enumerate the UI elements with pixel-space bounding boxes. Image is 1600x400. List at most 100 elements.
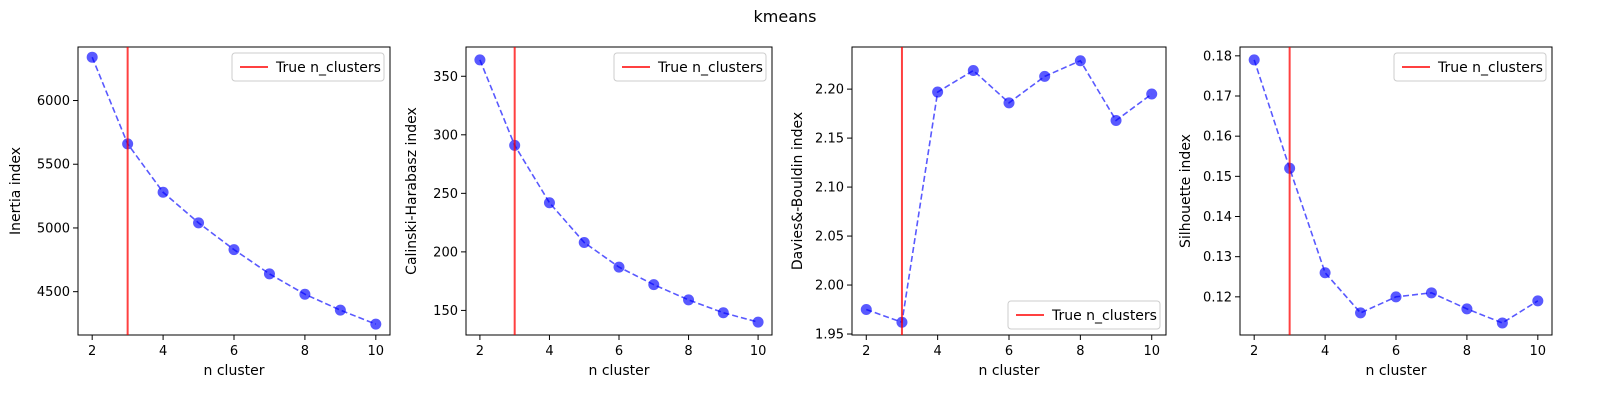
data-point bbox=[86, 51, 98, 63]
y-tick-label: 2.10 bbox=[815, 181, 844, 196]
x-tick-label: 2 bbox=[476, 344, 484, 359]
x-axis-label: n cluster bbox=[589, 363, 650, 379]
data-point bbox=[1461, 303, 1473, 315]
data-point bbox=[1146, 88, 1158, 100]
data-point bbox=[613, 261, 625, 273]
y-tick-label: 0.13 bbox=[1203, 250, 1232, 265]
legend: True n_clusters bbox=[1007, 300, 1161, 330]
y-tick-label: 2.00 bbox=[815, 279, 844, 294]
x-tick-label: 4 bbox=[1321, 344, 1329, 359]
x-axis-label: n cluster bbox=[204, 363, 265, 379]
y-tick-label: 2.05 bbox=[815, 230, 844, 245]
data-point bbox=[717, 307, 729, 319]
x-tick-label: 2 bbox=[862, 344, 870, 359]
data-point bbox=[1003, 97, 1015, 109]
x-tick-label: 4 bbox=[159, 344, 167, 359]
y-axis-label: Silhouette index bbox=[1178, 134, 1194, 248]
y-tick-label: 0.12 bbox=[1203, 290, 1232, 305]
data-point bbox=[1425, 287, 1437, 299]
y-axis-label: Calinski-Harabasz index bbox=[404, 107, 420, 275]
legend-box bbox=[1393, 52, 1547, 82]
y-tick-label: 2.20 bbox=[815, 83, 844, 98]
x-tick-label: 10 bbox=[1143, 344, 1160, 359]
axes-frame bbox=[851, 46, 1167, 336]
data-point bbox=[1390, 291, 1402, 303]
series-line bbox=[1253, 59, 1539, 324]
legend-box bbox=[1007, 300, 1161, 330]
y-tick-label: 0.15 bbox=[1203, 170, 1232, 185]
data-point bbox=[1248, 54, 1260, 66]
data-point bbox=[932, 86, 944, 98]
data-point bbox=[683, 294, 695, 306]
y-tick-label: 1.95 bbox=[815, 328, 844, 343]
data-point bbox=[648, 279, 660, 291]
y-tick-label: 350 bbox=[433, 70, 458, 85]
subplot-3: 2 4 6 8 10 1.95 2.00 2.05 2.10 2.15 2.20 n cluster D… bbox=[790, 46, 1167, 379]
figure-suptitle: kmeans bbox=[754, 7, 817, 26]
data-point bbox=[1074, 55, 1086, 67]
data-point bbox=[474, 54, 486, 66]
data-point bbox=[193, 217, 205, 229]
legend-box bbox=[613, 52, 767, 82]
y-axis-label: Inertia index bbox=[8, 147, 24, 235]
x-axis-label: n cluster bbox=[979, 363, 1040, 379]
subplots: 2 4 6 8 10 4500 5000 5500 6000 n cluster Inertia i… bbox=[8, 46, 1553, 379]
subplot-4: 2 4 6 8 10 0.12 0.13 0.14 0.15 0.16 0.17 0.18 n clus… bbox=[1178, 46, 1553, 379]
data-point bbox=[860, 304, 872, 316]
x-tick-label: 10 bbox=[750, 344, 767, 359]
data-point bbox=[543, 197, 555, 209]
y-tick-label: 200 bbox=[433, 245, 458, 260]
data-point bbox=[1319, 267, 1331, 279]
series-line bbox=[479, 59, 759, 323]
y-tick-label: 0.18 bbox=[1203, 49, 1232, 64]
legend: True n_clusters bbox=[613, 52, 767, 82]
legend: True n_clusters bbox=[1393, 52, 1547, 82]
x-tick-label: 8 bbox=[684, 344, 692, 359]
legend-label: True n_clusters bbox=[275, 60, 381, 76]
x-tick-label: 8 bbox=[1463, 344, 1471, 359]
x-tick-label: 4 bbox=[933, 344, 941, 359]
series-line bbox=[91, 56, 377, 325]
legend-label: True n_clusters bbox=[657, 60, 763, 76]
x-tick-label: 6 bbox=[1005, 344, 1013, 359]
data-point bbox=[1532, 295, 1544, 307]
axes-frame bbox=[77, 46, 391, 336]
y-tick-label: 6000 bbox=[37, 94, 70, 109]
subplot-2: 2 4 6 8 10 150 200 250 300 350 n cluster Calinski-H… bbox=[404, 46, 773, 379]
legend-label: True n_clusters bbox=[1051, 308, 1157, 324]
data-point bbox=[967, 65, 979, 77]
x-tick-label: 8 bbox=[1076, 344, 1084, 359]
y-tick-label: 0.14 bbox=[1203, 210, 1232, 225]
data-point bbox=[299, 288, 311, 300]
x-tick-label: 2 bbox=[88, 344, 96, 359]
x-tick-label: 4 bbox=[545, 344, 553, 359]
y-axis-label: Davies&-Bouldin index bbox=[790, 112, 806, 270]
legend-box bbox=[231, 52, 385, 82]
x-tick-label: 8 bbox=[301, 344, 309, 359]
y-tick-label: 0.16 bbox=[1203, 130, 1232, 145]
data-point bbox=[1039, 70, 1051, 82]
y-tick-label: 300 bbox=[433, 128, 458, 143]
data-point bbox=[1110, 114, 1122, 126]
data-point bbox=[578, 237, 590, 249]
x-tick-label: 2 bbox=[1250, 344, 1258, 359]
data-point bbox=[752, 316, 764, 328]
y-tick-label: 150 bbox=[433, 304, 458, 319]
data-point bbox=[263, 268, 275, 280]
legend-label: True n_clusters bbox=[1437, 60, 1543, 76]
x-tick-label: 6 bbox=[230, 344, 238, 359]
x-tick-label: 6 bbox=[1392, 344, 1400, 359]
x-tick-label: 6 bbox=[615, 344, 623, 359]
y-tick-label: 0.17 bbox=[1203, 90, 1232, 105]
data-point bbox=[157, 186, 169, 198]
data-point bbox=[1496, 317, 1508, 329]
x-axis-label: n cluster bbox=[1366, 363, 1427, 379]
legend: True n_clusters bbox=[231, 52, 385, 82]
y-tick-label: 4500 bbox=[37, 285, 70, 300]
data-point bbox=[228, 244, 240, 256]
y-tick-label: 5000 bbox=[37, 221, 70, 236]
data-point bbox=[1355, 307, 1367, 319]
y-tick-label: 5500 bbox=[37, 158, 70, 173]
data-point bbox=[334, 304, 346, 316]
